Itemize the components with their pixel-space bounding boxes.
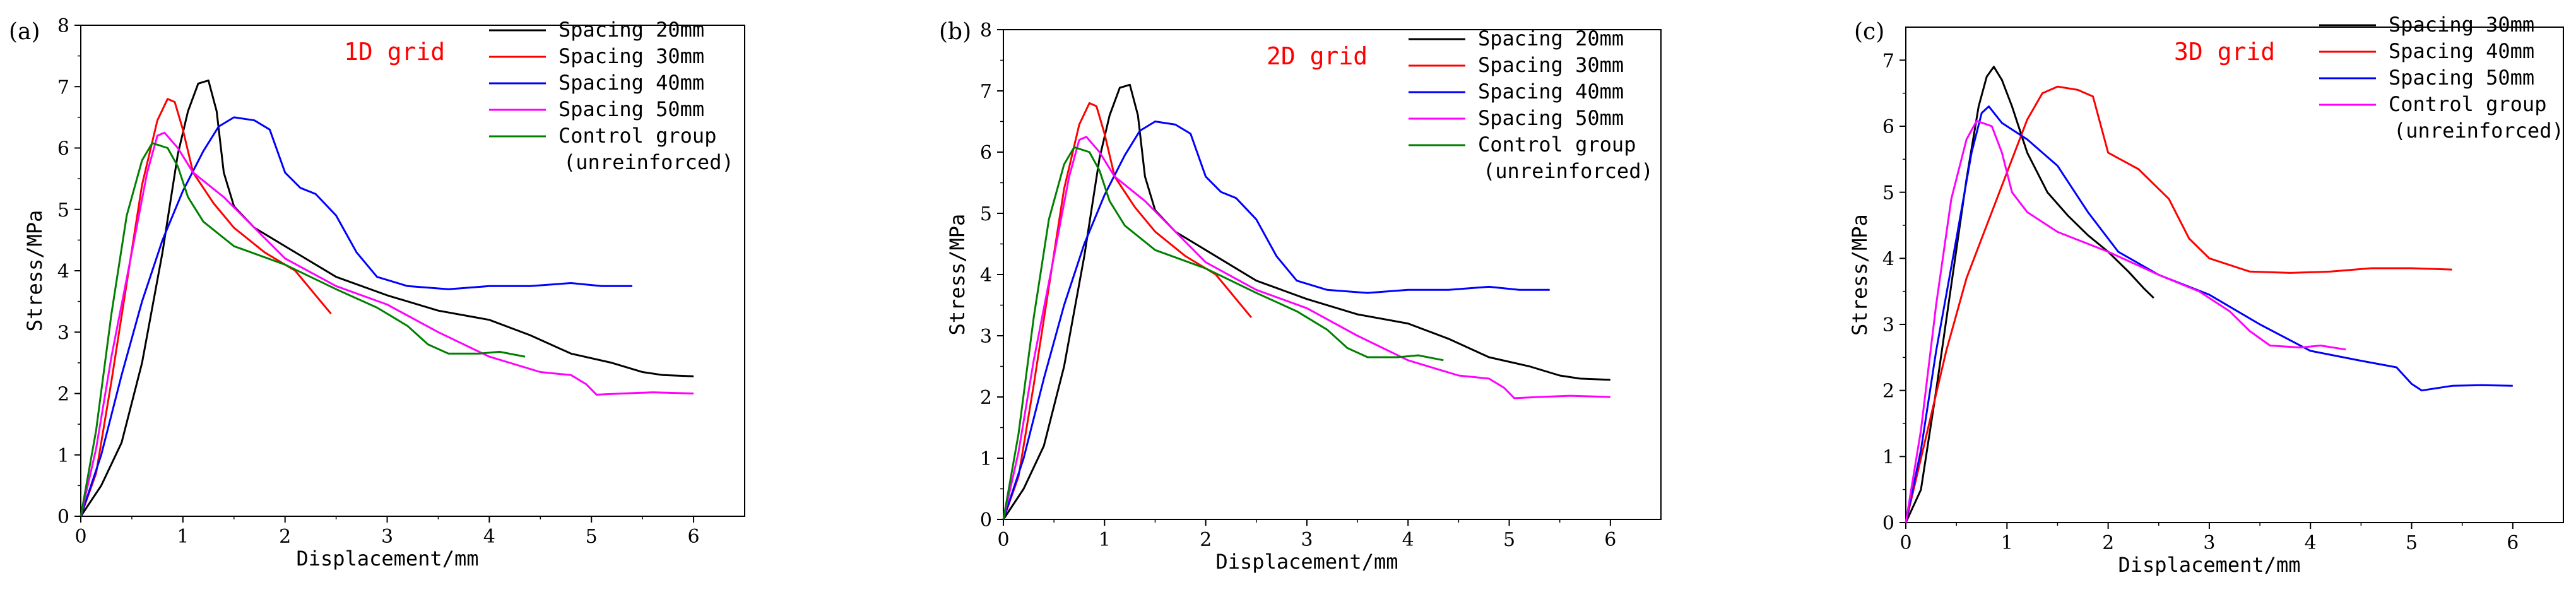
series-line-5 <box>1002 146 1444 520</box>
legend-label: Spacing 40mm <box>1478 80 1624 104</box>
x-tick-label: 4 <box>1402 529 1414 551</box>
y-tick-label: 1 <box>980 448 992 470</box>
x-tick-label: 5 <box>2406 532 2418 554</box>
x-axis-label: Displacement/mm <box>2118 553 2301 577</box>
x-tick-label: 6 <box>688 526 700 548</box>
panel-label: (c) <box>1854 19 1884 45</box>
legend-label: Spacing 20mm <box>558 18 704 42</box>
series-line-4 <box>1002 136 1610 520</box>
legend-label: Spacing 50mm <box>2389 66 2534 90</box>
y-tick-label: 5 <box>57 199 69 222</box>
y-tick-label: 4 <box>980 264 992 287</box>
chart-title: 3D grid <box>2174 38 2275 66</box>
y-tick-label: 7 <box>980 81 992 103</box>
y-tick-label: 7 <box>1882 50 1894 72</box>
legend-label: (unreinforced) <box>2394 119 2564 143</box>
legend-label: Control group <box>2389 92 2546 116</box>
series-line-4 <box>1905 120 2346 523</box>
panel-label: (a) <box>9 19 40 45</box>
y-tick-label: 3 <box>980 326 992 348</box>
chart-title: 1D grid <box>344 38 445 66</box>
y-tick-label: 8 <box>57 15 69 37</box>
y-tick-label: 5 <box>1882 182 1894 204</box>
y-axis-label: Stress/MPa <box>1848 214 1872 336</box>
x-tick-label: 2 <box>2102 532 2114 554</box>
x-tick-label: 3 <box>2203 532 2215 554</box>
series-line-2 <box>80 98 332 517</box>
x-tick-label: 3 <box>1301 529 1313 551</box>
y-tick-label: 1 <box>1882 446 1894 468</box>
x-tick-label: 4 <box>483 526 495 548</box>
panel-label: (b) <box>939 19 971 45</box>
y-tick-label: 1 <box>57 445 69 467</box>
legend-label: Spacing 30mm <box>1478 53 1624 77</box>
y-tick-label: 0 <box>980 509 992 531</box>
y-axis-label: Stress/MPa <box>23 210 47 332</box>
legend-label: Spacing 50mm <box>1478 106 1624 130</box>
legend: Spacing 20mm Spacing 30mm Spacing 40mmSpac… <box>1409 27 1653 183</box>
x-tick-label: 0 <box>74 526 86 548</box>
legend-label: Control group <box>1478 133 1636 157</box>
y-tick-label: 4 <box>57 261 69 283</box>
y-tick-label: 6 <box>57 138 69 160</box>
y-tick-label: 3 <box>57 322 69 344</box>
legend-label: (unreinforced) <box>564 150 734 174</box>
y-tick-label: 0 <box>1882 512 1894 535</box>
x-tick-label: 2 <box>1200 529 1212 551</box>
series-line-2 <box>1905 85 2452 523</box>
x-tick-label: 0 <box>997 529 1009 551</box>
chart-title: 2D grid <box>1267 42 1368 70</box>
x-tick-label: 5 <box>586 526 598 548</box>
x-axis-label: Displacement/mm <box>297 547 479 571</box>
x-tick-label: 6 <box>1604 529 1616 551</box>
y-tick-label: 6 <box>980 142 992 164</box>
y-tick-label: 4 <box>1882 248 1894 270</box>
legend-label: (unreinforced) <box>1483 159 1653 183</box>
x-tick-label: 4 <box>2305 532 2317 554</box>
legend-label: Spacing 40mm <box>558 71 704 95</box>
series-line-2 <box>1002 102 1252 520</box>
x-tick-label: 0 <box>1900 532 1911 554</box>
chart-panel-1: 0 1 2 3 4 5 6 0 1 2 3 4 5 6 7 8 Displacement/mm Stress/MP… <box>9 15 745 571</box>
series-line-5 <box>80 142 526 517</box>
y-tick-label: 8 <box>980 20 992 42</box>
y-tick-label: 2 <box>980 387 992 409</box>
y-tick-label: 2 <box>57 384 69 406</box>
y-tick-label: 3 <box>1882 314 1894 336</box>
x-tick-label: 5 <box>1503 529 1515 551</box>
x-tick-label: 2 <box>279 526 291 548</box>
series-line-3 <box>80 116 632 517</box>
y-tick-label: 0 <box>57 506 69 528</box>
y-tick-label: 7 <box>57 76 69 98</box>
y-tick-label: 5 <box>980 203 992 225</box>
x-axis-label: Displacement/mm <box>1216 550 1398 574</box>
legend-label: Spacing 30mm <box>558 44 704 68</box>
x-tick-label: 3 <box>381 526 393 548</box>
x-tick-label: 1 <box>1099 529 1111 551</box>
legend-label: Spacing 20mm <box>1478 27 1624 50</box>
legend-label: Spacing 30mm <box>2389 13 2534 37</box>
chart-panel-2: 0 1 2 3 4 5 6 0 1 2 3 4 5 6 7 8 Displacement/mm Stress/MP… <box>939 19 1662 574</box>
series-line-3 <box>1002 121 1550 520</box>
legend-label: Control group <box>558 124 716 148</box>
plot-frame <box>1905 27 2564 523</box>
y-tick-label: 6 <box>1882 116 1894 138</box>
x-tick-label: 6 <box>2507 532 2519 554</box>
x-tick-label: 1 <box>177 526 189 548</box>
series-line-1 <box>1905 66 2154 523</box>
x-tick-label: 1 <box>2001 532 2013 554</box>
chart-panel-3: 0 1 2 3 4 5 6 0 1 2 3 4 5 6 7 Displacement/mm Stress/MPa… <box>1848 13 2564 577</box>
y-axis-label: Stress/MPa <box>945 214 969 336</box>
legend-label: Spacing 40mm <box>2389 39 2534 63</box>
series-line-4 <box>80 131 694 517</box>
legend-label: Spacing 50mm <box>558 97 704 121</box>
series-line-3 <box>1905 105 2513 523</box>
y-tick-label: 2 <box>1882 381 1894 403</box>
